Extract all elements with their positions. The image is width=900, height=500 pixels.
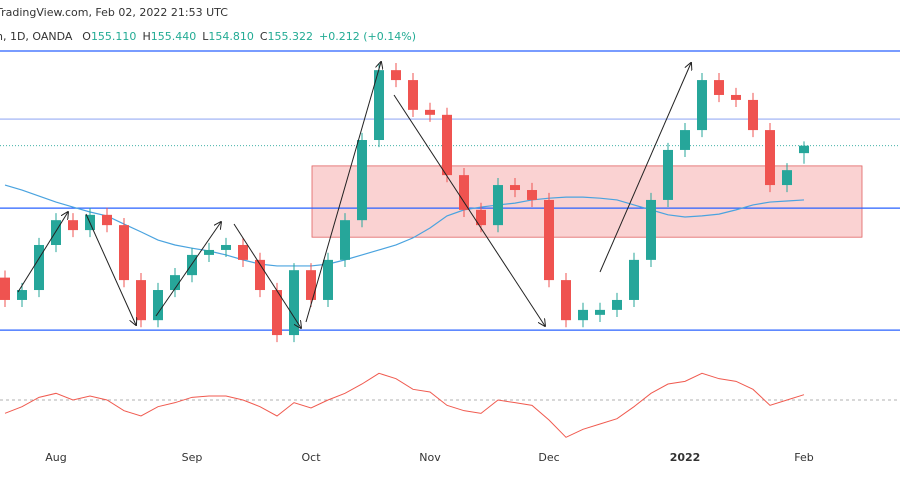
candle-body xyxy=(102,214,112,226)
x-tick-label: Dec xyxy=(538,451,559,464)
symbol-info: n, 1D, OANDA O155.110 H155.440 L154.810 C155… xyxy=(0,30,416,43)
ohlc-key: H xyxy=(142,30,150,43)
candle-body xyxy=(306,270,316,300)
candle-body xyxy=(765,130,775,186)
candle-body xyxy=(748,99,758,131)
arrow xyxy=(599,63,691,273)
symbol: n, 1D, OANDA xyxy=(0,30,73,43)
candle-body xyxy=(238,244,248,260)
candle-body xyxy=(714,80,724,95)
candle-body xyxy=(17,290,27,300)
candle-body xyxy=(493,185,503,226)
x-tick-label: Sep xyxy=(182,451,203,464)
arrow xyxy=(393,94,545,326)
arrow xyxy=(233,223,301,328)
candle-body xyxy=(731,94,741,100)
candle-body xyxy=(187,254,197,276)
candle-body xyxy=(357,140,367,221)
legend-row: n, 1D, OANDA O155.110 H155.440 L154.810 C155… xyxy=(0,30,416,43)
candle-body xyxy=(221,244,231,250)
ohlc-value: 155.440 xyxy=(151,30,197,43)
arrow xyxy=(85,213,136,325)
oscillator-line xyxy=(4,372,805,438)
candle-body xyxy=(170,275,180,291)
candle-body xyxy=(119,225,129,281)
candle-body xyxy=(0,277,10,300)
x-tick-label: Nov xyxy=(419,451,441,464)
candle-body xyxy=(697,80,707,131)
ohlc-value: 155.110 xyxy=(91,30,137,43)
candle-body xyxy=(561,280,571,321)
candle-body xyxy=(629,259,639,300)
candle-body xyxy=(323,259,333,300)
ohlc-key: O xyxy=(82,30,91,43)
candle-body xyxy=(680,130,690,150)
x-tick-label: 2022 xyxy=(670,451,701,464)
candle-body xyxy=(34,244,44,291)
ohlc-value: 154.810 xyxy=(208,30,254,43)
candle-body xyxy=(612,299,622,310)
candle-body xyxy=(255,259,265,291)
candle-body xyxy=(510,185,520,191)
ohlc-key: L xyxy=(202,30,209,43)
x-tick-label: Oct xyxy=(301,451,321,464)
arrow xyxy=(305,62,381,323)
arrow xyxy=(155,222,221,317)
candle-body xyxy=(663,149,673,200)
arrow xyxy=(17,212,68,293)
candle-body xyxy=(782,170,792,186)
moving-average xyxy=(4,184,805,267)
ohlc-value: 155.322 xyxy=(268,30,314,43)
candle-body xyxy=(799,145,809,154)
candle-body xyxy=(578,309,588,321)
candle-body xyxy=(459,175,469,210)
candle-body xyxy=(527,190,537,200)
candle-body xyxy=(425,109,435,115)
candle-body xyxy=(153,290,163,321)
candle-body xyxy=(272,290,282,336)
candle-body xyxy=(340,220,350,260)
candle-body xyxy=(51,220,61,245)
annotations xyxy=(17,62,691,328)
x-tick-label: Feb xyxy=(794,451,813,464)
ohlc-key: C xyxy=(260,30,268,43)
candle-body xyxy=(476,209,486,226)
candle-body xyxy=(646,199,656,260)
candle-body xyxy=(374,70,384,141)
candle-body xyxy=(204,249,214,255)
change: +0.212 (+0.14%) xyxy=(319,30,416,43)
candle-body xyxy=(595,309,605,315)
candle-body xyxy=(289,270,299,336)
candle-body xyxy=(391,70,401,81)
candle-body xyxy=(544,199,554,281)
candle-body xyxy=(136,280,146,321)
candle-body xyxy=(408,80,418,110)
source: TradingView.com, Feb 02, 2022 21:53 UTC xyxy=(0,6,228,19)
x-tick-label: Aug xyxy=(45,451,66,464)
candle-body xyxy=(442,114,452,176)
candle-body xyxy=(68,220,78,231)
